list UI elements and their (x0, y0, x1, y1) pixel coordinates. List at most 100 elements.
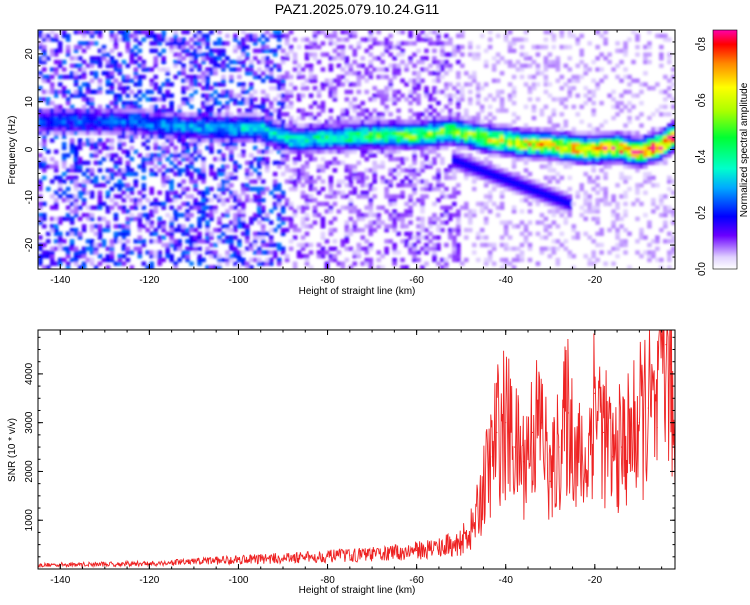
heatmap-cell (575, 153, 580, 157)
heatmap-cell (293, 37, 298, 41)
heatmap-cell (595, 150, 600, 154)
heatmap-cell (289, 131, 294, 135)
heatmap-cell (309, 157, 314, 161)
heatmap-cell (185, 172, 190, 176)
heatmap-cell (301, 194, 306, 198)
heatmap-cell (416, 250, 421, 254)
heatmap-cell (301, 142, 306, 146)
heatmap-cell (110, 37, 115, 41)
heatmap-cell (257, 37, 262, 41)
heatmap-cell (635, 161, 640, 165)
heatmap-cell (464, 172, 469, 176)
heatmap-cell (460, 161, 465, 165)
heatmap-cell (424, 67, 429, 71)
heatmap-cell (412, 79, 417, 83)
heatmap-cell (261, 217, 266, 221)
heatmap-cell (452, 153, 457, 157)
heatmap-cell (261, 49, 266, 53)
heatmap-cell (448, 101, 453, 105)
heatmap-cell (185, 232, 190, 236)
heatmap-cell (74, 120, 79, 124)
heatmap-cell (58, 116, 63, 120)
heatmap-cell (114, 232, 119, 236)
heatmap-cell (86, 247, 91, 251)
heatmap-cell (536, 138, 541, 142)
heatmap-cell (66, 112, 71, 116)
heatmap-cell (643, 52, 648, 56)
heatmap-cell (225, 34, 230, 38)
heatmap-cell (368, 198, 373, 202)
heatmap-cell (142, 194, 147, 198)
heatmap-cell (384, 228, 389, 232)
heatmap-cell (205, 45, 210, 49)
heatmap-cell (169, 120, 174, 124)
heatmap-cell (500, 105, 505, 109)
heatmap-cell (86, 45, 91, 49)
heatmap-cell (448, 67, 453, 71)
heatmap-cell (142, 262, 147, 266)
heatmap-cell (98, 161, 103, 165)
heatmap-cell (118, 224, 123, 228)
heatmap-cell (412, 254, 417, 258)
heatmap-cell (305, 37, 310, 41)
heatmap-cell (384, 135, 389, 139)
heatmap-cell (249, 37, 254, 41)
heatmap-cell (536, 232, 541, 236)
heatmap-cell (360, 108, 365, 112)
heatmap-cell (619, 146, 624, 150)
heatmap-cell (357, 172, 362, 176)
heatmap-cell (524, 142, 529, 146)
heatmap-cell (134, 45, 139, 49)
heatmap-cell (149, 209, 154, 213)
heatmap-cell (245, 168, 250, 172)
heatmap-cell (70, 209, 75, 213)
heatmap-cell (353, 168, 358, 172)
heatmap-cell (197, 67, 202, 71)
heatmap-cell (118, 120, 123, 124)
heatmap-cell (357, 161, 362, 165)
heatmap-cell (149, 262, 154, 266)
heatmap-cell (591, 153, 596, 157)
heatmap-cell (488, 194, 493, 198)
heatmap-cell (353, 220, 358, 224)
heatmap-cell (114, 105, 119, 109)
heatmap-cell (496, 183, 501, 187)
heatmap-cell (177, 60, 182, 64)
heatmap-cell (496, 153, 501, 157)
heatmap-cell (556, 202, 561, 206)
heatmap-cell (189, 243, 194, 247)
heatmap-cell (587, 157, 592, 161)
heatmap-cell (66, 52, 71, 56)
heatmap-cell (408, 90, 413, 94)
heatmap-cell (241, 45, 246, 49)
heatmap-cell (416, 82, 421, 86)
heatmap-cell (142, 116, 147, 120)
heatmap-cell (560, 202, 565, 206)
heatmap-cell (313, 45, 318, 49)
heatmap-cell (520, 37, 525, 41)
heatmap-cell (285, 153, 290, 157)
heatmap-cell (253, 97, 258, 101)
heatmap-cell (233, 254, 238, 258)
heatmap-cell (412, 123, 417, 127)
heatmap-cell (595, 45, 600, 49)
heatmap-cell (560, 135, 565, 139)
heatmap-cell (564, 120, 569, 124)
heatmap-cell (476, 172, 481, 176)
heatmap-cell (122, 34, 127, 38)
heatmap-cell (193, 56, 198, 60)
heatmap-cell (161, 135, 166, 139)
heatmap-cell (122, 127, 127, 131)
heatmap-cell (380, 52, 385, 56)
heatmap-cell (345, 194, 350, 198)
heatmap-x-tick-label: -120 (139, 275, 159, 286)
heatmap-cell (575, 235, 580, 239)
heatmap-cell (217, 187, 222, 191)
heatmap-cell (619, 101, 624, 105)
heatmap-cell (579, 105, 584, 109)
heatmap-cell (400, 258, 405, 262)
heatmap-cell (82, 179, 87, 183)
heatmap-cell (476, 258, 481, 262)
heatmap-cell (548, 120, 553, 124)
heatmap-cell (229, 150, 234, 154)
